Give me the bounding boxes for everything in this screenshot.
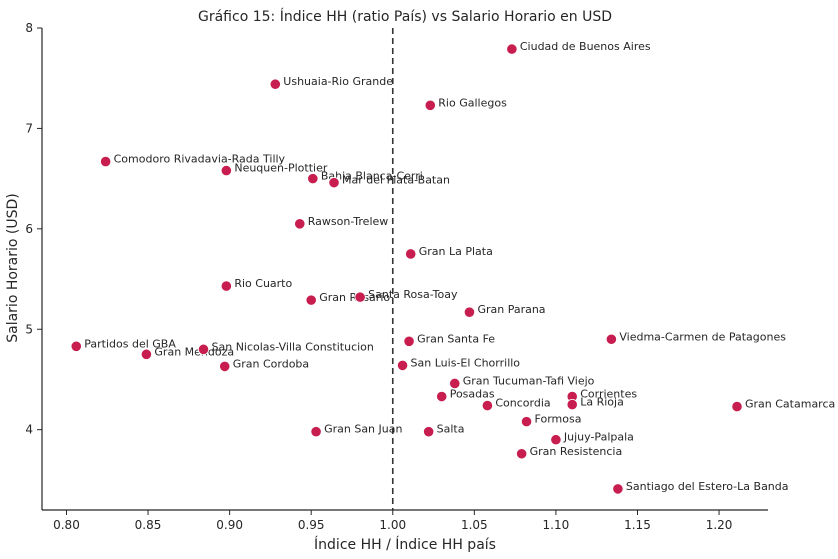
point-label: Rio Gallegos xyxy=(438,96,507,109)
data-point xyxy=(481,399,493,412)
data-point xyxy=(403,335,415,347)
point-label: Ushuaia-Rio Grande xyxy=(283,75,393,88)
data-point xyxy=(220,164,232,177)
data-point xyxy=(100,155,112,168)
data-point xyxy=(516,448,528,460)
data-point xyxy=(423,426,435,438)
point-label: Gran Mendoza xyxy=(154,345,234,358)
point-label: Gran Tucuman-Tafi Viejo xyxy=(463,374,595,387)
y-axis-label: Salario Horario (USD) xyxy=(5,193,21,343)
point-label: Gran San Juan xyxy=(324,423,402,436)
y-tick-label: 6 xyxy=(25,222,33,236)
point-label: Formosa xyxy=(535,413,582,426)
x-tick-label: 1.20 xyxy=(706,518,733,532)
point-label: Mar del Plata-Batan xyxy=(342,174,450,187)
data-point xyxy=(463,306,476,318)
point-label: San Nicolas-Villa Constitucion xyxy=(212,340,374,353)
data-point xyxy=(197,343,210,355)
point-label: Gran Cordoba xyxy=(233,357,309,370)
data-point xyxy=(307,173,319,185)
data-point xyxy=(424,99,436,111)
y-tick-label: 8 xyxy=(25,21,33,35)
data-point xyxy=(70,340,82,352)
data-point xyxy=(328,177,340,189)
data-point xyxy=(520,416,533,428)
data-point xyxy=(550,434,562,446)
point-label: Santiago del Estero-La Banda xyxy=(626,480,789,493)
data-point xyxy=(566,398,578,411)
x-axis-label: Índice HH / Índice HH país xyxy=(314,536,496,553)
point-label: Posadas xyxy=(450,388,495,401)
point-label: Gran Santa Fe xyxy=(417,332,495,345)
point-label: Concordia xyxy=(495,397,550,410)
point-label: Jujuy-Palpala xyxy=(563,431,634,444)
x-tick-label: 1.00 xyxy=(379,518,406,532)
point-label: San Luis-El Chorrillo xyxy=(411,356,521,369)
data-point xyxy=(731,400,743,413)
point-label: Rio Cuarto xyxy=(234,277,292,290)
point-label: Rawson-Trelew xyxy=(308,215,389,228)
y-tick-label: 7 xyxy=(25,121,33,135)
data-point xyxy=(396,359,409,371)
point-label: Gran Resistencia xyxy=(530,445,623,458)
point-label: Comodoro Rivadavia-Rada Tilly xyxy=(114,153,286,166)
point-label: Gran Parana xyxy=(477,303,545,316)
data-point xyxy=(219,360,231,373)
x-tick-label: 0.90 xyxy=(216,518,243,532)
data-point xyxy=(449,377,461,390)
data-point xyxy=(605,333,617,345)
point-label: Partidos del GBA xyxy=(84,337,176,350)
data-point xyxy=(269,78,281,90)
point-label: Viedma-Carmen de Patagones xyxy=(619,330,786,343)
data-point xyxy=(506,43,518,55)
x-tick-label: 1.10 xyxy=(543,518,570,532)
data-point xyxy=(220,280,232,292)
data-point xyxy=(294,218,306,230)
x-tick-label: 1.05 xyxy=(461,518,488,532)
chart-title: Gráfico 15: Índice HH (ratio País) vs Sa… xyxy=(198,8,612,25)
x-tick-label: 1.15 xyxy=(624,518,651,532)
point-label: Santa Rosa-Toay xyxy=(368,288,458,301)
point-label: Gran La Plata xyxy=(419,245,493,258)
data-point xyxy=(310,426,322,438)
x-tick-label: 0.80 xyxy=(53,518,80,532)
y-tick-label: 5 xyxy=(25,322,33,336)
point-label: Corrientes xyxy=(580,388,637,401)
data-point xyxy=(436,390,448,403)
data-point xyxy=(140,348,153,360)
point-label: Gran Catamarca xyxy=(745,398,835,411)
data-point xyxy=(405,248,417,260)
x-tick-label: 0.85 xyxy=(135,518,162,532)
data-point xyxy=(354,291,366,303)
x-tick-label: 0.95 xyxy=(298,518,325,532)
point-label: Ciudad de Buenos Aires xyxy=(520,40,651,53)
point-label: Neuquen-Plottier xyxy=(234,162,327,175)
data-point xyxy=(305,294,317,306)
point-label: La Rioja xyxy=(580,396,624,409)
y-tick-label: 4 xyxy=(25,423,33,437)
data-point xyxy=(612,483,624,495)
point-label: Bahia Blanca-Cerri xyxy=(321,170,423,183)
plot-area: 0.80 0.85 0.90 0.95 1.00 1.05 1.10 1.15 1.20 4 5 6 7… xyxy=(25,21,835,532)
point-label: Salta xyxy=(437,423,465,436)
